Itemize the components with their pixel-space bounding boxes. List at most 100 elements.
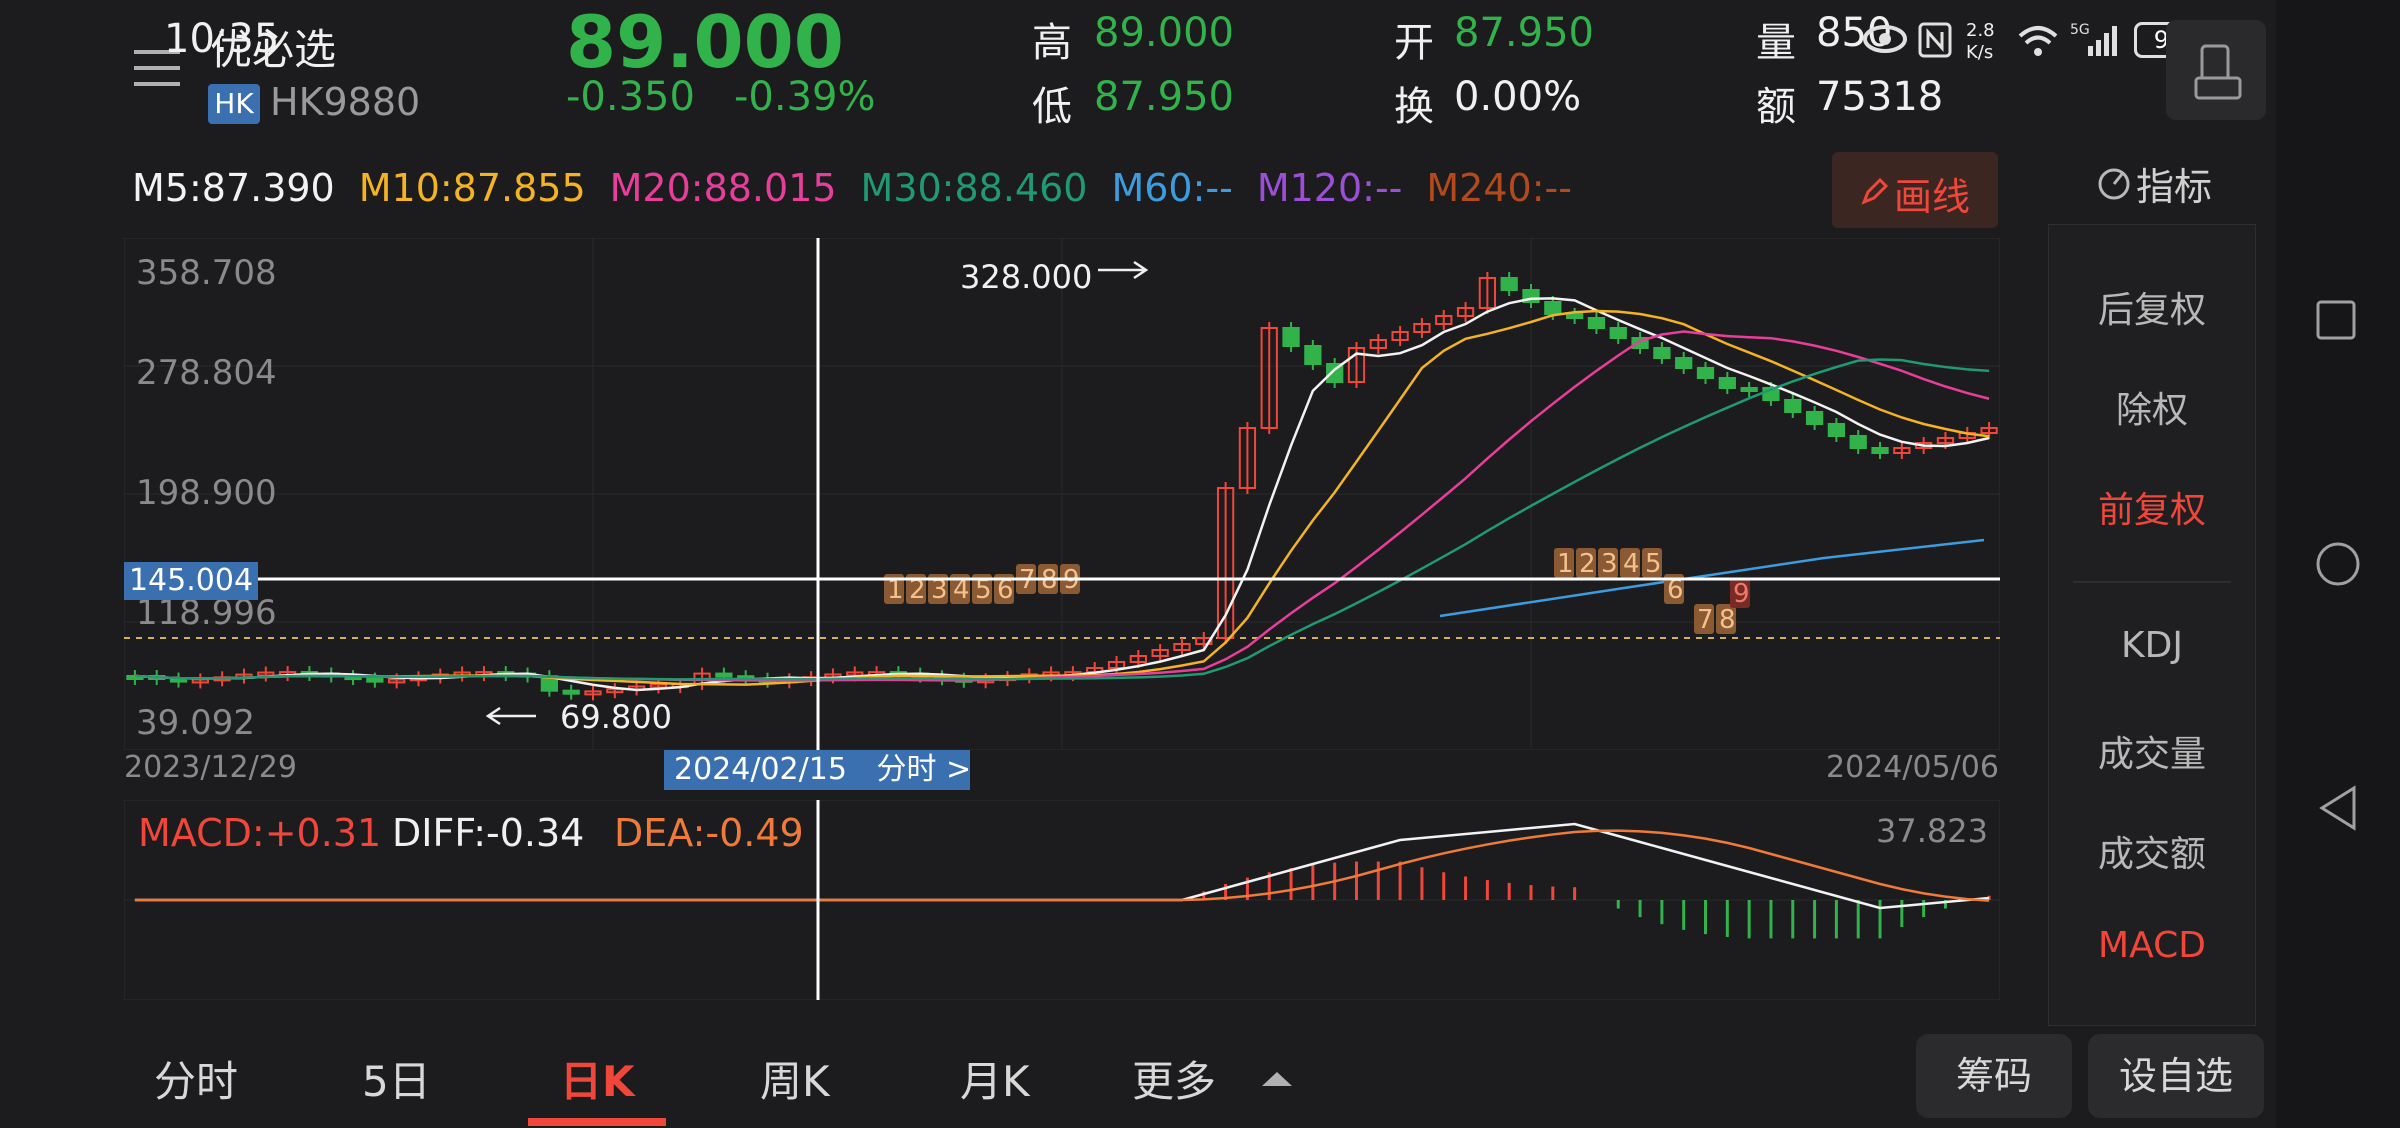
- candle-body: [715, 672, 733, 678]
- candle-body: [584, 690, 602, 696]
- candle-body: [1347, 347, 1366, 383]
- candle-body: [562, 689, 580, 695]
- td-down-marker-label: 4: [1623, 549, 1640, 579]
- td-up-marker-label: 4: [953, 575, 970, 605]
- amount-option[interactable]: 成交额: [2097, 834, 2206, 875]
- td-down-marker: 6: [1664, 574, 1684, 605]
- tab-5day[interactable]: 5日: [362, 1057, 431, 1106]
- y-tick: 198.900: [136, 473, 277, 513]
- eye-icon: [1862, 22, 1908, 60]
- macd-top-value: 37.823: [1876, 812, 1988, 850]
- tab-more[interactable]: 更多: [1132, 1057, 1217, 1106]
- turnover-value: 0.00%: [1454, 74, 1582, 120]
- td-up-marker: 4: [950, 574, 970, 605]
- candle-body: [1805, 411, 1824, 425]
- td-down-marker-label: 8: [1719, 605, 1736, 635]
- draw-line-label: 画线: [1894, 175, 1971, 219]
- candle-body: [1675, 357, 1693, 369]
- system-nav-bar: [2276, 0, 2400, 1128]
- crosshair-date-label[interactable]: 2024/02/15 分时 >: [664, 750, 972, 790]
- add-watchlist-button[interactable]: 设自选: [2088, 1034, 2264, 1118]
- td-sequence-down: 1 2 3 4 567 89: [1554, 548, 1750, 635]
- active-tab-indicator: [528, 1118, 666, 1126]
- td-down-marker-bg: [1642, 548, 1662, 578]
- td-down-marker-label: 3: [1601, 549, 1618, 579]
- td-down-marker: 7: [1694, 604, 1714, 635]
- td-down-marker: 4: [1620, 548, 1640, 579]
- adjust-indicator-panel: 后复权 除权 前复权 KDJ 成交量 成交额 MACD: [2048, 224, 2256, 1026]
- landscape-toggle-button[interactable]: [2166, 20, 2266, 120]
- tab-intraday[interactable]: 分时: [154, 1057, 239, 1106]
- macd-option[interactable]: MACD: [2098, 925, 2206, 966]
- net-speed-value: 2.8: [1966, 20, 1995, 41]
- tab-monthly-k[interactable]: 月K: [960, 1057, 1030, 1106]
- open-label: 开: [1394, 20, 1434, 66]
- wifi-icon: [2016, 22, 2060, 62]
- recent-apps-icon[interactable]: [2314, 298, 2358, 342]
- macd-value: MACD:+0.31: [138, 811, 381, 855]
- candle-body: [1282, 327, 1300, 347]
- td-down-marker-bg: [1716, 604, 1736, 634]
- menu-icon[interactable]: [134, 46, 184, 92]
- ma-legend-item: M20:88.015: [609, 166, 837, 210]
- candle-body: [388, 678, 406, 684]
- high-label: 高: [1032, 20, 1072, 66]
- candle-body: [1631, 337, 1649, 349]
- crosshair-date: 2024/02/15: [674, 752, 847, 787]
- max-annotation-value: 328.000: [960, 258, 1092, 296]
- open-value: 87.950: [1454, 10, 1594, 56]
- candle-body: [1544, 301, 1562, 315]
- candle-body: [1326, 363, 1344, 383]
- td-down-marker: 1: [1554, 548, 1574, 579]
- td-up-marker-label: 5: [975, 575, 992, 605]
- macd-chart[interactable]: MACD:+0.31 DIFF:-0.34 DEA:-0.49 37.823: [124, 800, 2000, 1000]
- chips-button[interactable]: 筹码: [1916, 1034, 2072, 1118]
- candle-body: [1478, 277, 1497, 309]
- candle-body: [1696, 367, 1715, 379]
- td-up-marker: 2: [906, 574, 926, 605]
- candle-body: [1871, 447, 1889, 454]
- high-value: 89.000: [1094, 10, 1234, 56]
- tab-weekly-k[interactable]: 周K: [760, 1057, 830, 1106]
- td-down-marker: 2: [1576, 548, 1596, 579]
- candle-body: [1435, 315, 1453, 325]
- indicator-button[interactable]: 指标: [2096, 156, 2226, 209]
- intraday-link[interactable]: 分时 >: [876, 752, 972, 787]
- candle-body: [1587, 317, 1606, 329]
- amount-label: 额: [1756, 84, 1796, 130]
- forward-adjust-option[interactable]: 前复权: [2097, 490, 2206, 531]
- volume-option[interactable]: 成交量: [2097, 734, 2206, 775]
- td-up-marker-bg: [950, 574, 970, 604]
- ma-legend-item: M10:87.855: [358, 166, 586, 210]
- candle-body: [1173, 643, 1191, 651]
- td-down-marker: 9: [1730, 578, 1750, 609]
- td-up-marker-bg: [994, 574, 1014, 604]
- min-annotation: 69.800: [485, 698, 672, 736]
- candle-body: [1827, 423, 1846, 437]
- candle-body: [1784, 399, 1802, 413]
- dea-value: DEA:-0.49: [614, 811, 804, 855]
- td-down-marker-label: 9: [1733, 579, 1750, 609]
- stock-app: 10:35 优必选 HK HK9880 89.000 -0.350 -0.39%…: [124, 0, 2266, 1126]
- x-start-date: 2023/12/29: [124, 750, 297, 785]
- x-end-date: 2024/05/06: [1826, 750, 1999, 785]
- stock-name: 优必选: [210, 25, 337, 74]
- candle-body: [1151, 649, 1169, 657]
- candle-body: [257, 671, 275, 677]
- back-icon[interactable]: [2316, 784, 2360, 832]
- ex-rights-option[interactable]: 除权: [2115, 390, 2188, 431]
- td-up-marker-label: 1: [887, 575, 904, 605]
- home-icon[interactable]: [2314, 540, 2362, 588]
- y-tick: 278.804: [136, 353, 277, 393]
- caret-up-icon[interactable]: [1262, 1068, 1292, 1088]
- td-down-marker: 3: [1598, 548, 1618, 579]
- candle-body: [1391, 331, 1409, 341]
- panel-divider: [2073, 581, 2231, 583]
- kdj-option[interactable]: KDJ: [2121, 625, 2183, 666]
- candle-body: [1718, 377, 1736, 389]
- draw-line-button[interactable]: 画线: [1832, 152, 1998, 228]
- tab-daily-k[interactable]: 日K: [560, 1057, 635, 1106]
- current-price: 89.000: [566, 0, 844, 84]
- back-adjust-option[interactable]: 后复权: [2097, 290, 2206, 331]
